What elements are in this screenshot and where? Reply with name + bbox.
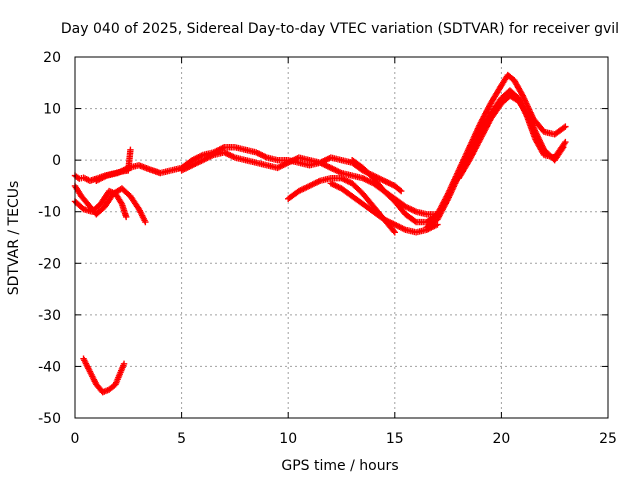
data-point	[390, 227, 397, 235]
data-point	[562, 123, 569, 130]
x-tick-label: 5	[177, 431, 186, 447]
chart-title: Day 040 of 2025, Sidereal Day-to-day VTE…	[61, 21, 619, 37]
plot-frame	[74, 56, 609, 419]
data-point	[561, 140, 568, 147]
y-tick-label: -30	[38, 308, 61, 324]
data-point	[396, 186, 404, 194]
y-axis-label: SDTVAR / TECUs	[6, 181, 22, 296]
data-point	[562, 138, 569, 146]
y-tick-label: 20	[43, 50, 61, 66]
x-tick-labels: 0 5 10 15 20 25	[71, 431, 617, 447]
data-point	[127, 146, 134, 154]
y-tick-label: 10	[43, 102, 61, 118]
data-point	[411, 217, 418, 225]
y-tick-label: 0	[52, 153, 61, 169]
data-point	[391, 229, 398, 236]
data-point	[142, 218, 149, 226]
x-tick-label: 0	[71, 431, 80, 447]
y-tick-label: -40	[38, 359, 61, 375]
data-point	[120, 360, 128, 368]
y-tick-label: -20	[38, 256, 61, 272]
x-tick-label: 10	[279, 431, 297, 447]
y-tick-label: -50	[38, 411, 61, 427]
x-tick-label: 20	[492, 431, 510, 447]
data-point	[559, 145, 566, 152]
y-tick-labels: -50 -40 -30 -20 -10 0 10 20	[38, 50, 61, 427]
y-tick-label: -10	[38, 205, 61, 221]
x-axis-label: GPS time / hours	[281, 458, 398, 474]
x-tick-label: 15	[386, 431, 404, 447]
data-point	[122, 213, 130, 221]
data-point	[397, 187, 405, 195]
data-point	[560, 124, 568, 131]
data-point	[560, 144, 567, 151]
x-tick-label: 25	[599, 431, 617, 447]
